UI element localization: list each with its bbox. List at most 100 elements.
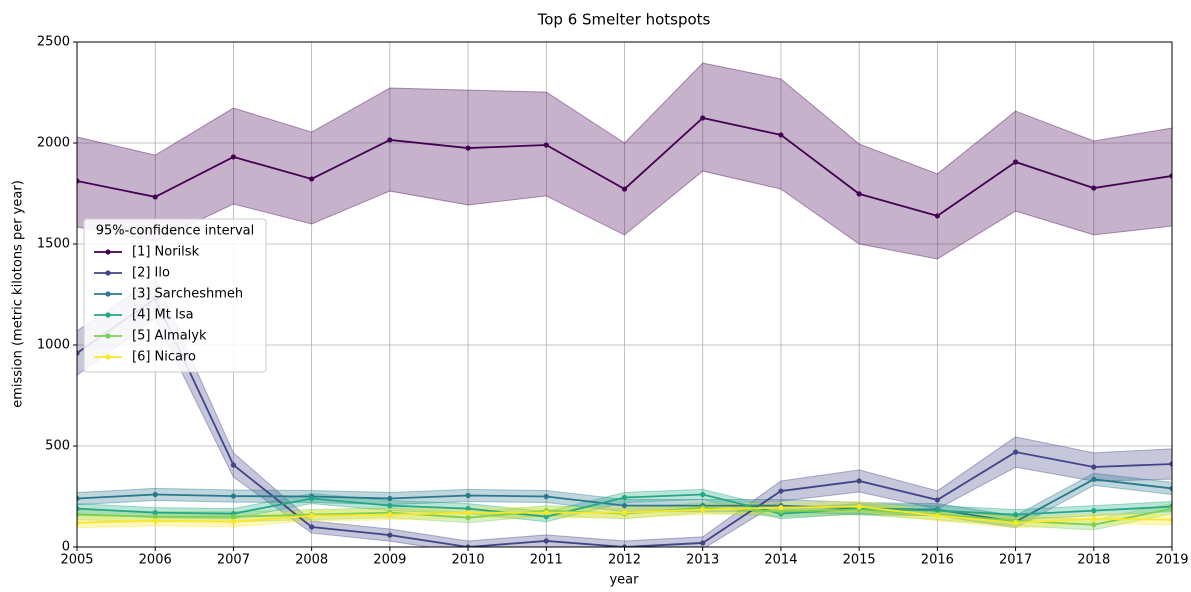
- legend-marker: [105, 312, 111, 318]
- data-point: [230, 154, 237, 160]
- data-point: [543, 142, 549, 148]
- data-point: [621, 510, 628, 516]
- data-point: [77, 520, 80, 526]
- data-point: [1091, 185, 1097, 191]
- data-point: [543, 510, 549, 516]
- chart-title: Top 6 Smelter hotspots: [537, 11, 711, 29]
- x-tick-label: 2016: [921, 553, 954, 568]
- legend-marker: [105, 354, 111, 360]
- x-tick-label: 2008: [295, 553, 328, 568]
- data-point: [1091, 476, 1097, 482]
- legend: 95%-confidence interval [1] Norilsk [2] Il…: [83, 218, 267, 373]
- y-tick-label: 500: [45, 439, 70, 454]
- data-point: [1091, 516, 1097, 522]
- data-point: [152, 510, 158, 516]
- x-tick-label: 2009: [373, 553, 406, 568]
- data-point: [543, 538, 549, 544]
- x-tick-label: 2013: [686, 553, 719, 568]
- data-point: [778, 488, 784, 494]
- x-tick-label: 2017: [999, 553, 1032, 568]
- data-point: [230, 462, 237, 468]
- data-point: [621, 544, 628, 547]
- data-point: [77, 512, 80, 518]
- data-point: [1169, 461, 1172, 467]
- x-tick-label: 2011: [530, 553, 563, 568]
- data-point: [465, 544, 471, 547]
- axes: 2005 2006 2007 2008 2009 2010 2011 2012 2013 2014…: [37, 35, 1189, 568]
- plot-area: [77, 62, 1172, 547]
- x-tick-label: 2019: [1155, 553, 1188, 568]
- data-point: [621, 186, 628, 192]
- data-point: [152, 514, 158, 520]
- data-point: [934, 508, 940, 514]
- data-point: [934, 497, 940, 503]
- data-point: [934, 213, 940, 219]
- data-point: [621, 494, 628, 501]
- data-point: [700, 115, 706, 121]
- data-point: [700, 540, 706, 546]
- y-tick-label: 2000: [37, 136, 70, 151]
- data-point: [465, 492, 471, 499]
- x-tick-label: 2012: [608, 553, 641, 568]
- x-tick-label: 2007: [217, 553, 250, 568]
- data-point: [77, 495, 80, 502]
- data-point: [934, 513, 940, 519]
- legend-label: [1] Norilsk: [132, 245, 200, 260]
- data-point: [309, 495, 315, 502]
- data-point: [1169, 506, 1172, 512]
- legend-title: 95%-confidence interval: [96, 224, 254, 239]
- legend-label: [4] Mt Isa: [132, 308, 194, 323]
- data-point: [543, 493, 549, 500]
- legend-box: [83, 218, 267, 373]
- data-point: [77, 350, 80, 356]
- data-point: [1091, 464, 1097, 470]
- x-tick-label: 2010: [452, 553, 485, 568]
- data-point: [387, 137, 393, 143]
- y-tick-label: 1500: [37, 237, 70, 252]
- data-point: [152, 491, 158, 498]
- data-point: [778, 132, 784, 138]
- data-point: [77, 178, 80, 184]
- y-tick-label: 1000: [37, 338, 70, 353]
- data-point: [856, 504, 862, 510]
- data-point: [465, 506, 471, 512]
- data-point: [1091, 522, 1097, 528]
- legend-marker: [105, 333, 111, 339]
- x-tick-label: 2015: [843, 553, 876, 568]
- data-point: [230, 493, 237, 499]
- y-tick-label: 2500: [37, 35, 70, 50]
- data-point: [387, 495, 393, 502]
- data-point: [309, 513, 315, 519]
- data-point: [1169, 173, 1172, 179]
- data-point: [387, 532, 393, 538]
- legend-label: [2] Ilo: [132, 266, 170, 281]
- confidence-band: [77, 277, 1172, 547]
- data-point: [465, 515, 471, 521]
- legend-label: [3] Sarcheshmeh: [132, 287, 243, 302]
- data-point: [1169, 517, 1172, 523]
- data-point: [465, 145, 471, 151]
- data-point: [309, 524, 315, 530]
- data-point: [387, 512, 393, 518]
- y-tick-label: 0: [62, 540, 70, 555]
- data-point: [700, 507, 706, 513]
- data-point: [1012, 159, 1019, 165]
- x-tick-label: 2005: [60, 553, 93, 568]
- data-point: [1012, 512, 1019, 518]
- series-line: [77, 297, 1172, 547]
- data-point: [621, 502, 628, 509]
- data-point: [77, 506, 80, 512]
- legend-label: [5] Almalyk: [132, 329, 207, 344]
- x-tick-label: 2014: [764, 553, 797, 568]
- data-point: [309, 176, 315, 182]
- data-point: [152, 518, 158, 524]
- data-point: [387, 502, 393, 509]
- x-axis-label: year: [609, 573, 639, 588]
- data-point: [700, 491, 706, 498]
- data-point: [152, 194, 158, 200]
- legend-marker: [105, 249, 111, 255]
- data-point: [1012, 520, 1019, 526]
- confidence-band: [77, 62, 1172, 260]
- data-point: [230, 519, 237, 525]
